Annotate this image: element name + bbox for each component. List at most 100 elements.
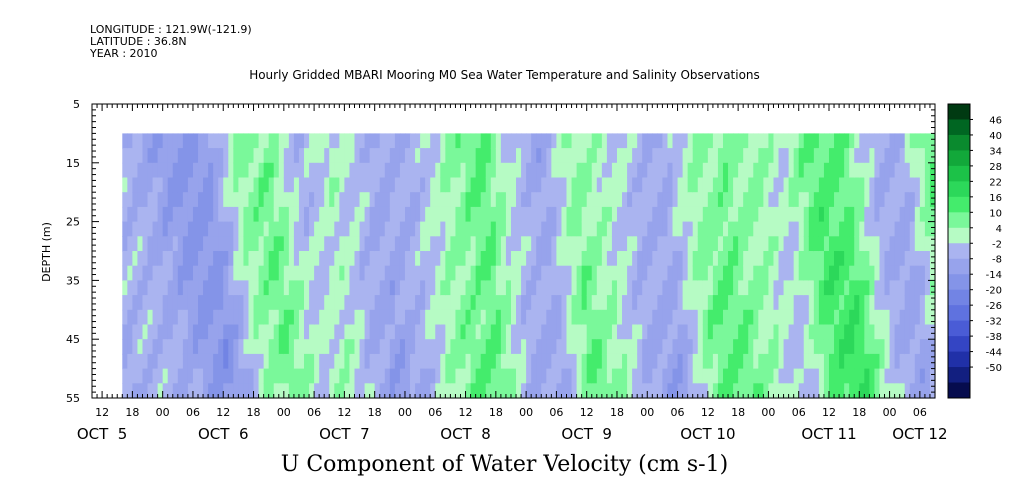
heatmap-cell bbox=[566, 368, 573, 384]
heatmap-cell bbox=[500, 162, 507, 179]
heatmap-cell bbox=[884, 177, 891, 193]
heatmap-cell bbox=[147, 133, 154, 149]
heatmap-cell bbox=[904, 368, 911, 384]
heatmap-cell bbox=[460, 383, 467, 399]
heatmap-cell bbox=[692, 177, 699, 193]
heatmap-cell bbox=[869, 353, 876, 370]
heatmap-cell bbox=[213, 221, 219, 237]
heatmap-cell bbox=[172, 368, 179, 384]
heatmap-cell bbox=[929, 162, 936, 179]
heatmap-cell bbox=[490, 368, 497, 384]
heatmap-cell bbox=[642, 353, 648, 370]
x-hour-label: 06 bbox=[671, 406, 685, 419]
heatmap-cell bbox=[435, 324, 441, 340]
heatmap-cell bbox=[596, 221, 603, 237]
heatmap-cell bbox=[309, 162, 315, 179]
heatmap-cell bbox=[162, 192, 169, 208]
heatmap-cell bbox=[172, 265, 179, 281]
heatmap-cell bbox=[531, 265, 537, 281]
heatmap-cell bbox=[470, 368, 477, 384]
heatmap-cell bbox=[369, 236, 376, 252]
heatmap-cell bbox=[410, 280, 416, 296]
heatmap-cell bbox=[531, 221, 537, 237]
heatmap-cell bbox=[354, 177, 361, 193]
heatmap-cell bbox=[596, 309, 603, 326]
heatmap-cell bbox=[748, 192, 754, 208]
heatmap-cell bbox=[248, 265, 255, 281]
heatmap-cell bbox=[722, 251, 729, 267]
heatmap-cell bbox=[561, 280, 568, 296]
heatmap-cell bbox=[616, 251, 623, 267]
heatmap-cell bbox=[334, 148, 340, 164]
heatmap-cell bbox=[889, 221, 896, 237]
heatmap-cell bbox=[167, 265, 174, 281]
heatmap-cell bbox=[823, 162, 830, 179]
y-tick-label: 55 bbox=[66, 392, 80, 405]
heatmap-cell bbox=[384, 383, 391, 399]
colorbar-label: -26 bbox=[986, 301, 1002, 312]
heatmap-cell bbox=[909, 177, 916, 193]
heatmap-cell bbox=[435, 133, 441, 149]
heatmap-cell bbox=[379, 353, 386, 370]
heatmap-cell bbox=[914, 221, 921, 237]
heatmap-cell bbox=[425, 339, 431, 355]
heatmap-cell bbox=[364, 221, 371, 237]
heatmap-cell bbox=[298, 162, 305, 179]
heatmap-cell bbox=[632, 368, 638, 384]
heatmap-cell bbox=[854, 206, 860, 223]
heatmap-cell bbox=[728, 324, 734, 340]
heatmap-cell bbox=[339, 383, 345, 399]
heatmap-cell bbox=[622, 177, 628, 193]
heatmap-cell bbox=[339, 192, 345, 208]
heatmap-cell bbox=[364, 177, 371, 193]
heatmap-cell bbox=[288, 265, 295, 281]
heatmap-cell bbox=[354, 353, 361, 370]
heatmap-cell bbox=[167, 368, 174, 384]
x-hour-label: 12 bbox=[216, 406, 230, 419]
heatmap-cell bbox=[293, 324, 300, 340]
heatmap-cell bbox=[314, 177, 320, 193]
heatmap-cell bbox=[208, 221, 214, 237]
heatmap-cell bbox=[929, 236, 936, 252]
heatmap-cell bbox=[778, 353, 785, 370]
heatmap-cell bbox=[924, 206, 931, 223]
heatmap-cell bbox=[551, 192, 558, 208]
heatmap-cell bbox=[576, 353, 583, 370]
heatmap-cell bbox=[793, 324, 800, 340]
heatmap-cell bbox=[566, 148, 573, 164]
heatmap-cell bbox=[404, 206, 411, 223]
heatmap-cell bbox=[384, 309, 391, 326]
heatmap-cell bbox=[712, 148, 719, 164]
y-tick-label: 15 bbox=[66, 157, 80, 170]
heatmap-cell bbox=[516, 251, 522, 267]
heatmap-cell bbox=[728, 339, 734, 355]
heatmap-cell bbox=[773, 206, 780, 223]
heatmap-cell bbox=[677, 368, 684, 384]
heatmap-cell bbox=[293, 177, 300, 193]
heatmap-cell bbox=[394, 192, 401, 208]
heatmap-cell bbox=[652, 148, 658, 164]
heatmap-cell bbox=[177, 265, 184, 281]
heatmap-cell bbox=[778, 251, 785, 267]
heatmap-cell bbox=[899, 295, 906, 311]
heatmap-cell bbox=[763, 148, 770, 164]
heatmap-cell bbox=[677, 295, 684, 311]
heatmap-cell bbox=[304, 339, 310, 355]
heatmap-cell bbox=[586, 251, 593, 267]
heatmap-cell bbox=[601, 192, 608, 208]
heatmap-cell bbox=[339, 324, 345, 340]
heatmap-cell bbox=[450, 265, 457, 281]
heatmap-cell bbox=[182, 383, 189, 399]
heatmap-cell bbox=[425, 251, 431, 267]
heatmap-cell bbox=[738, 383, 744, 399]
heatmap-cell bbox=[919, 324, 926, 340]
heatmap-cell bbox=[778, 339, 785, 355]
heatmap-cell bbox=[642, 265, 648, 281]
heatmap-cell bbox=[526, 236, 532, 252]
heatmap-cell bbox=[632, 192, 638, 208]
heatmap-cell bbox=[677, 133, 684, 149]
heatmap-cell bbox=[399, 177, 406, 193]
heatmap-cell bbox=[490, 177, 497, 193]
heatmap-cell bbox=[480, 133, 487, 149]
heatmap-cell bbox=[253, 368, 260, 384]
